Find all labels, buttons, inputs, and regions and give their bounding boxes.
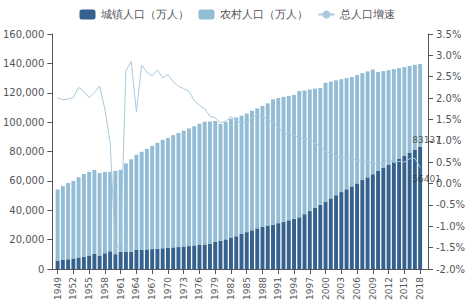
svg-text:0.5%: 0.5% xyxy=(436,157,461,168)
svg-text:160,000: 160,000 xyxy=(3,29,44,40)
svg-text:1988: 1988 xyxy=(258,277,268,300)
svg-text:0.0%: 0.0% xyxy=(436,178,462,189)
svg-text:1958: 1958 xyxy=(100,277,110,300)
svg-text:120,000: 120,000 xyxy=(3,87,44,98)
svg-text:1991: 1991 xyxy=(273,277,283,300)
svg-text:1982: 1982 xyxy=(226,277,236,300)
svg-text:2000: 2000 xyxy=(321,277,331,300)
svg-text:-1.0%: -1.0% xyxy=(436,221,465,232)
svg-text:1952: 1952 xyxy=(68,277,78,300)
svg-text:1970: 1970 xyxy=(163,277,173,300)
svg-text:3.0%: 3.0% xyxy=(436,50,461,61)
svg-text:40,000: 40,000 xyxy=(9,205,44,216)
svg-text:2015: 2015 xyxy=(399,277,409,300)
svg-text:1955: 1955 xyxy=(84,277,94,300)
svg-text:1949: 1949 xyxy=(53,277,63,300)
svg-text:1973: 1973 xyxy=(179,277,189,300)
svg-text:1997: 1997 xyxy=(305,277,315,300)
svg-text:3.5%: 3.5% xyxy=(436,29,461,40)
svg-text:56401: 56401 xyxy=(412,174,441,184)
svg-text:城镇人口（万人）: 城镇人口（万人） xyxy=(100,8,189,21)
svg-text:2018: 2018 xyxy=(415,277,425,300)
svg-text:1976: 1976 xyxy=(194,277,204,300)
svg-text:2012: 2012 xyxy=(384,277,394,300)
svg-text:2006: 2006 xyxy=(352,277,362,300)
svg-text:2.5%: 2.5% xyxy=(436,71,461,82)
svg-text:1.5%: 1.5% xyxy=(436,114,461,125)
svg-text:1961: 1961 xyxy=(116,277,126,300)
svg-text:1.0%: 1.0% xyxy=(436,135,462,147)
svg-text:2009: 2009 xyxy=(368,277,378,300)
svg-text:20,000: 20,000 xyxy=(9,234,44,245)
svg-text:1964: 1964 xyxy=(131,277,141,300)
svg-text:0: 0 xyxy=(38,264,44,275)
svg-text:总人口增速: 总人口增速 xyxy=(339,8,395,21)
svg-text:-2.0%: -2.0% xyxy=(436,264,465,275)
svg-text:1967: 1967 xyxy=(147,277,157,300)
svg-text:2003: 2003 xyxy=(336,277,346,300)
svg-text:80,000: 80,000 xyxy=(9,146,44,157)
svg-text:-1.5%: -1.5% xyxy=(436,242,465,253)
svg-text:83137: 83137 xyxy=(412,135,441,145)
svg-text:140,000: 140,000 xyxy=(3,58,44,69)
svg-text:1994: 1994 xyxy=(289,277,299,300)
svg-text:1985: 1985 xyxy=(242,277,252,300)
svg-text:-0.5%: -0.5% xyxy=(436,199,465,210)
svg-text:农村人口（万人）: 农村人口（万人） xyxy=(220,8,308,21)
svg-text:2.0%: 2.0% xyxy=(436,93,461,104)
svg-text:100,000: 100,000 xyxy=(3,117,44,128)
svg-text:1979: 1979 xyxy=(210,277,220,300)
svg-text:60,000: 60,000 xyxy=(9,175,44,186)
